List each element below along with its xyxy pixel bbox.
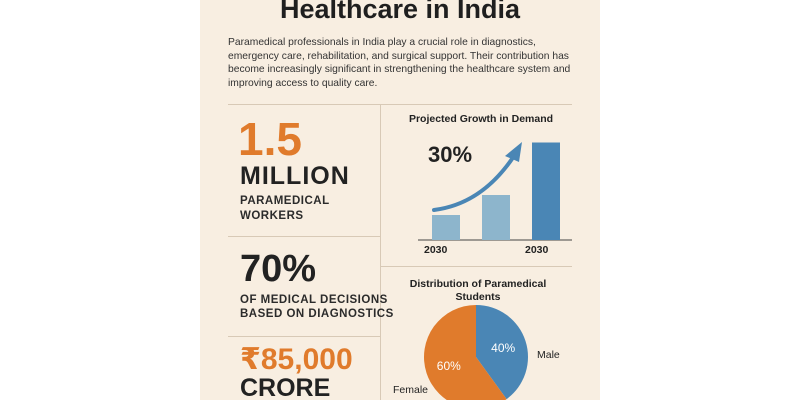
students-pie-chart: 40% 60% xyxy=(424,305,528,400)
infographic-page: Healthcare in India Paramedical professi… xyxy=(200,0,600,400)
bar xyxy=(532,142,560,240)
pie-slice xyxy=(424,305,507,400)
divider-top xyxy=(228,104,572,105)
growth-bar-chart xyxy=(418,142,572,241)
workers-caption-2: WORKERS xyxy=(240,210,304,222)
pie-title-line1: Distribution of Paramedical xyxy=(409,278,547,290)
page-title: Healthcare in India xyxy=(279,0,521,24)
divider-left-1 xyxy=(228,236,380,237)
workers-caption-1: PARAMEDICAL xyxy=(240,195,330,207)
pie-title-line2: Students xyxy=(455,291,501,303)
pie-slice-label: 40% xyxy=(491,341,515,355)
legend-female: Female xyxy=(393,384,429,396)
workers-unit: MILLION xyxy=(240,162,350,190)
trend-arrow-line xyxy=(432,154,516,212)
workers-value: 1.5 xyxy=(238,113,302,165)
x-tick-label-first: 2030 xyxy=(424,244,448,256)
divider-left-2 xyxy=(228,336,380,337)
growth-annotation: 30% xyxy=(428,142,473,167)
bar xyxy=(482,195,510,240)
divider-right xyxy=(380,266,572,267)
intro-paragraph: Paramedical professionals in India play … xyxy=(228,37,571,89)
decisions-caption-1: OF MEDICAL DECISIONS xyxy=(240,294,388,306)
divider-vertical xyxy=(380,104,381,400)
decisions-value: 70% xyxy=(240,248,317,290)
pie-slice-label: 60% xyxy=(437,359,461,373)
market-value: ₹85,000 xyxy=(240,343,353,376)
pie-slice xyxy=(476,305,528,400)
x-tick-label-last: 2030 xyxy=(525,244,549,256)
decisions-caption-2: BASED ON DIAGNOSTICS xyxy=(240,308,394,320)
trend-arrow-head xyxy=(505,142,522,162)
legend-male: Male xyxy=(537,349,560,361)
growth-chart-title: Projected Growth in Demand xyxy=(408,113,554,125)
market-unit: CRORE xyxy=(240,374,331,400)
bar xyxy=(432,215,460,240)
